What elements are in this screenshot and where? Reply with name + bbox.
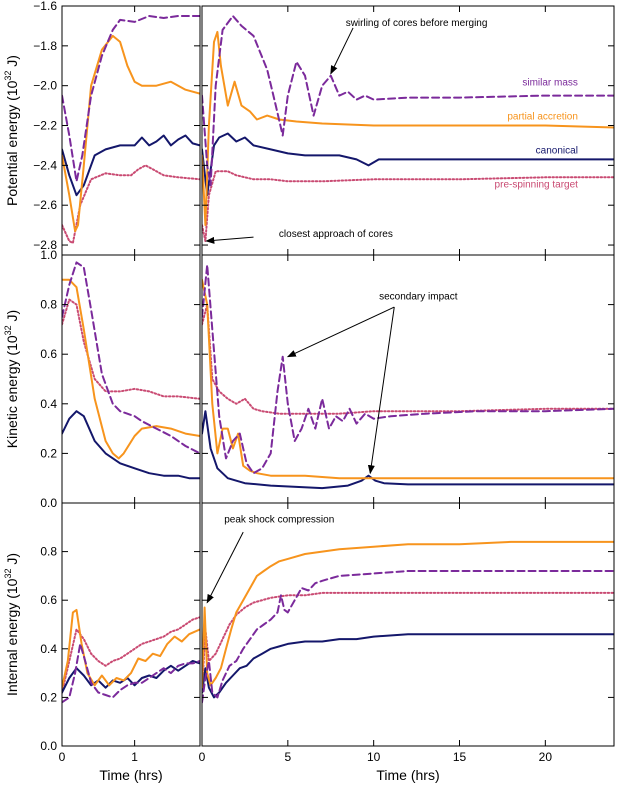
legend-label-partial: partial accretion xyxy=(507,112,578,123)
series-line-similar xyxy=(62,261,200,455)
y-tick-label: 0.2 xyxy=(40,446,57,460)
panel-internal-right: 0 5 10 15 20 Time (hrs) xyxy=(199,502,615,783)
series-line-partial xyxy=(62,608,200,689)
series-line-similar xyxy=(202,263,614,475)
x-tick-label: 1 xyxy=(131,750,138,764)
y-tick-label: 0.8 xyxy=(40,545,57,559)
y-axis-title: Internal energy (1032 J) xyxy=(3,553,20,696)
series-line-canonical xyxy=(62,410,200,480)
series-line-similar xyxy=(202,15,614,187)
y-axis-title-main: Internal energy (10 xyxy=(4,578,20,696)
y-axis-title-main: Kinetic energy (10 xyxy=(4,335,20,448)
series-group xyxy=(202,540,614,704)
y-tick-label: −2.2 xyxy=(33,119,57,133)
x-tick-label: 15 xyxy=(453,750,467,764)
x-tick-label: 0 xyxy=(59,750,66,764)
series-line-prespin xyxy=(62,298,200,400)
series-line-partial xyxy=(202,30,614,227)
series-line-partial xyxy=(202,540,614,689)
annotation: closest approach of cores xyxy=(205,229,393,244)
y-axis-title-unit: J) xyxy=(4,553,20,569)
y-tick-label: 0.4 xyxy=(40,397,57,411)
series-group xyxy=(62,261,200,480)
y-tick-label: 0.6 xyxy=(40,347,57,361)
annotation: secondary impact xyxy=(286,292,458,475)
annotation-arrow xyxy=(205,236,254,244)
panel-potential-right xyxy=(201,5,615,256)
annotation-arrow xyxy=(206,531,244,604)
series-line-prespin xyxy=(62,616,200,694)
series-line-canonical xyxy=(62,660,200,694)
y-tick-label: 0.4 xyxy=(40,642,57,656)
series-line-partial xyxy=(202,278,614,480)
y-tick-label: −2.8 xyxy=(33,238,57,252)
annotation-text: closest approach of cores xyxy=(279,229,393,240)
x-tick-label: 10 xyxy=(367,750,381,764)
series-line-similar xyxy=(62,642,200,704)
series-line-prespin xyxy=(62,164,200,244)
series-group xyxy=(62,608,200,704)
series-line-prespin xyxy=(202,303,614,415)
plot-frame xyxy=(61,254,201,504)
series-line-similar xyxy=(62,15,200,183)
annotation-text: secondary impact xyxy=(379,292,458,303)
x-axis-title: Time (hrs) xyxy=(99,767,162,783)
y-axis-title-exponent: 32 xyxy=(3,569,13,579)
y-tick-label: −1.6 xyxy=(33,0,57,13)
series-line-prespin xyxy=(202,170,614,243)
y-tick-label: 0.8 xyxy=(40,298,57,312)
annotation-arrow xyxy=(367,307,395,475)
series-line-similar xyxy=(202,570,614,704)
y-tick-label: 0.0 xyxy=(40,496,57,510)
plot-frame xyxy=(61,5,201,256)
y-tick-label: −2.4 xyxy=(33,158,57,172)
legend-label-prespin: pre-spinning target xyxy=(495,179,579,190)
legend-label-canonical: canonical xyxy=(536,145,578,156)
annotation-text: peak shock compression xyxy=(224,514,334,525)
y-axis-title-unit: J) xyxy=(4,55,20,71)
y-axis-title: Potential energy (1032 J) xyxy=(3,55,20,206)
panel-internal-left: 0.0 0.2 0.4 0.6 0.8 0 1 Time (hrs) xyxy=(40,502,201,783)
y-axis-title-exponent: 32 xyxy=(3,71,13,81)
panel-potential-left: −2.8 −2.6 −2.4 −2.2 −2.0 −1.8 −1.6 xyxy=(33,0,201,256)
annotation-arrow xyxy=(330,27,354,75)
y-tick-label: 0.6 xyxy=(40,593,57,607)
y-tick-label: −1.8 xyxy=(33,39,57,53)
series-group xyxy=(62,15,200,244)
legend-label-similar: similar mass xyxy=(522,78,578,89)
panel-kinetic-right xyxy=(201,254,615,504)
plot-frame xyxy=(61,502,201,747)
series-line-canonical xyxy=(202,410,614,490)
x-tick-label: 5 xyxy=(284,750,291,764)
y-tick-label: −2.0 xyxy=(33,79,57,93)
y-axis-title-exponent: 32 xyxy=(3,325,13,335)
series-line-canonical xyxy=(202,633,614,699)
y-axis-title-main: Potential energy (10 xyxy=(4,80,20,206)
x-tick-label: 0 xyxy=(199,750,206,764)
x-tick-label: 20 xyxy=(539,750,553,764)
y-axis-title-unit: J) xyxy=(4,310,20,326)
series-line-canonical xyxy=(202,132,614,197)
y-tick-label: −2.6 xyxy=(33,198,57,212)
series-line-partial xyxy=(62,34,200,233)
y-tick-label: 0.0 xyxy=(40,739,57,753)
series-line-prespin xyxy=(202,591,614,694)
annotation-arrow xyxy=(286,306,395,358)
y-axis-title: Kinetic energy (1032 J) xyxy=(3,310,20,448)
annotation: swirling of cores before merging xyxy=(330,18,488,75)
annotation: peak shock compression xyxy=(206,514,334,604)
panel-kinetic-left: 0.0 0.2 0.4 0.6 0.8 1.0 xyxy=(40,248,201,510)
x-axis-title: Time (hrs) xyxy=(376,767,439,783)
series-group xyxy=(202,15,614,243)
series-line-partial xyxy=(62,278,200,460)
y-tick-label: 0.2 xyxy=(40,690,57,704)
plot-frame xyxy=(201,502,615,747)
plot-frame xyxy=(201,5,615,256)
annotation-text: swirling of cores before merging xyxy=(346,18,488,29)
y-tick-label: 1.0 xyxy=(40,248,57,262)
series-group xyxy=(202,263,614,490)
